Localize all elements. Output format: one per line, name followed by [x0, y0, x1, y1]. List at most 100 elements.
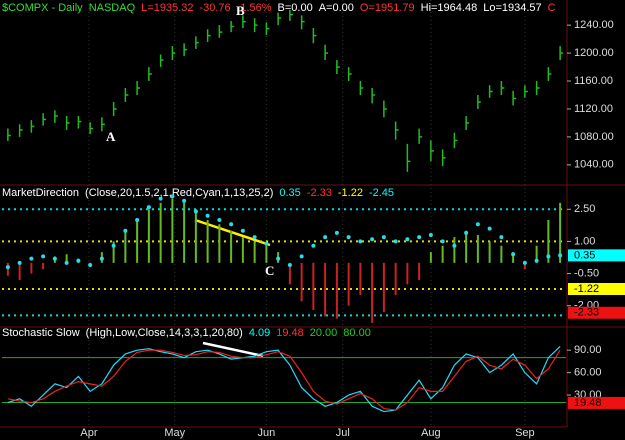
header-item: C — [548, 2, 556, 14]
direction-dot — [487, 226, 492, 231]
direction-dot — [182, 198, 187, 203]
direction-dot — [205, 213, 210, 218]
direction-dot — [76, 258, 81, 263]
direction-dot — [546, 254, 551, 259]
direction-dot — [428, 233, 433, 237]
value-marker — [568, 249, 625, 262]
direction-dot — [158, 196, 163, 201]
direction-dot — [229, 222, 234, 227]
value-marker-label: -1.22 — [574, 283, 599, 295]
direction-dot — [170, 194, 175, 199]
header-item: $COMPX - Daily — [2, 2, 83, 14]
header-item: Stochastic Slow — [2, 327, 80, 339]
x-tick-label: Jun — [258, 427, 276, 439]
header-item: -1.22 — [338, 187, 363, 199]
direction-dot — [64, 260, 69, 265]
direction-dot — [41, 254, 46, 259]
header-item: (High,Low,Close,14,3,3,1,20,80) — [86, 327, 243, 339]
panel-header: $COMPX - Daily NASDAQ L=1935.32 -30.76 -1.56… — [2, 2, 556, 14]
x-tick-label: Sep — [515, 427, 535, 439]
y-tick-label: 1160.00 — [574, 75, 613, 87]
annotation: A — [106, 129, 116, 144]
header-item: -2.45 — [369, 187, 394, 199]
header-item: O=1951.79 — [360, 2, 415, 14]
y-tick-label: 90.00 — [574, 344, 602, 356]
direction-dot — [511, 252, 516, 257]
x-tick-label: Jul — [336, 427, 350, 439]
direction-dot — [323, 235, 328, 240]
direction-dot — [99, 256, 104, 261]
header-item: 19.48 — [276, 327, 304, 339]
y-tick-label: -0.50 — [574, 267, 599, 279]
direction-dot — [475, 222, 480, 227]
direction-dot — [499, 235, 504, 240]
direction-dot — [334, 230, 339, 235]
stochastic-line — [7, 349, 561, 411]
header-item: 20.00 — [310, 327, 338, 339]
header-item: B=0.00 — [278, 2, 313, 14]
value-marker — [568, 306, 625, 319]
direction-dot — [264, 241, 269, 246]
direction-dot — [276, 256, 281, 261]
direction-dot — [358, 239, 363, 244]
direction-dot — [240, 228, 245, 233]
direction-dot — [287, 263, 292, 267]
annotation: C — [265, 263, 274, 278]
x-tick-label: May — [164, 427, 185, 439]
header-item: (Close,20,1.5,2,1,Red,Cyan,1,13,25,2) — [85, 187, 273, 199]
value-marker-label: -2.33 — [574, 307, 599, 319]
value-marker-label: 0.35 — [574, 249, 595, 261]
direction-dot — [311, 243, 316, 248]
y-tick-label: 1.00 — [574, 235, 595, 247]
header-item: -2.33 — [307, 187, 332, 199]
header-item: -30.76 — [199, 2, 230, 14]
direction-dot — [534, 258, 539, 263]
header-item: -1.56% — [237, 2, 272, 14]
y-tick-label: 1240.00 — [574, 19, 614, 31]
direction-dot — [217, 218, 222, 222]
y-tick-label: 1040.00 — [574, 159, 614, 171]
direction-dot — [381, 235, 386, 240]
direction-dot — [346, 235, 351, 240]
direction-dot — [52, 256, 57, 261]
y-tick-label: 1120.00 — [574, 103, 613, 115]
trend-line — [202, 341, 264, 358]
direction-dot — [452, 243, 457, 248]
header-item: Hi=1964.48 — [421, 2, 478, 14]
y-tick-label: 2.50 — [574, 203, 595, 215]
value-marker-label: 19.48 — [574, 397, 602, 409]
direction-dot — [17, 260, 22, 265]
header-item: 4.09 — [249, 327, 270, 339]
y-tick-label: 60.00 — [574, 367, 602, 379]
header-item: L=1935.32 — [141, 2, 193, 14]
direction-dot — [193, 209, 198, 214]
header-item: MarketDirection — [2, 187, 79, 199]
direction-dot — [370, 237, 375, 242]
header-item: 0.35 — [279, 187, 300, 199]
annotation: B — [236, 3, 245, 18]
direction-dot — [123, 228, 128, 233]
direction-dot — [135, 218, 140, 222]
direction-dot — [558, 253, 563, 258]
header-item: 80.00 — [343, 327, 371, 339]
direction-dot — [111, 243, 116, 248]
header-item: A=0.00 — [319, 2, 354, 14]
x-tick-label: Apr — [80, 427, 97, 439]
x-tick-label: Aug — [421, 427, 441, 439]
y-tick-label: 1080.00 — [574, 131, 614, 143]
panel-header: Stochastic Slow (High,Low,Close,14,3,3,1,… — [2, 327, 371, 339]
stochastic-line — [7, 346, 561, 413]
y-tick-label: 1200.00 — [574, 47, 614, 59]
header-item: Lo=1934.57 — [483, 2, 541, 14]
direction-dot — [464, 230, 469, 235]
direction-dot — [5, 265, 10, 270]
direction-dot — [29, 256, 34, 261]
direction-dot — [405, 237, 410, 242]
panel-header: MarketDirection (Close,20,1.5,2,1,Red,Cya… — [2, 187, 394, 199]
header-item: NASDAQ — [89, 2, 136, 14]
direction-dot — [146, 205, 151, 210]
value-marker — [568, 283, 625, 295]
direction-dot — [440, 239, 445, 244]
